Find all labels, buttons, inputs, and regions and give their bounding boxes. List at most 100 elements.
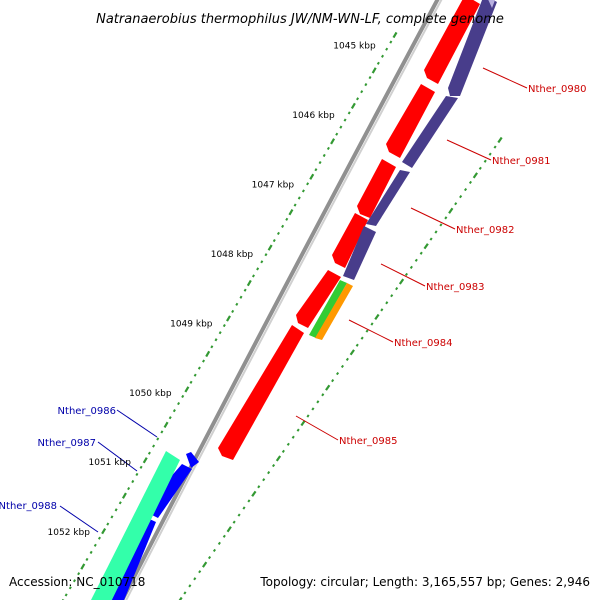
major-tick — [121, 492, 127, 499]
gene-label-nther-0984[interactable]: Nther_0984 — [394, 338, 452, 349]
major-tick — [423, 243, 429, 250]
major-tick — [101, 527, 107, 535]
inner-strand-genes — [343, 0, 497, 280]
major-tick — [349, 349, 355, 356]
major-tick — [205, 350, 211, 358]
genome-backbone — [119, 0, 440, 600]
major-tick — [251, 490, 257, 497]
inner-cds-0982[interactable] — [366, 170, 410, 226]
minor-tick — [156, 437, 160, 441]
minor-tick — [202, 359, 206, 363]
gene-nther-0981-arrow[interactable] — [386, 84, 435, 158]
major-tick — [288, 209, 294, 216]
major-tick — [246, 279, 252, 287]
minor-tick — [468, 180, 472, 185]
major-tick — [330, 138, 336, 145]
inner-cds-0981[interactable] — [402, 96, 458, 168]
minor-tick — [488, 152, 492, 156]
minor-tick — [314, 168, 318, 172]
minor-tick — [68, 586, 72, 590]
gene-nther-0984-arrow[interactable] — [296, 270, 341, 328]
major-tick — [300, 419, 306, 427]
minor-tick — [343, 118, 347, 122]
minor-tick — [198, 570, 202, 574]
minor-tick — [172, 409, 176, 413]
minor-tick — [85, 557, 89, 562]
minor-tick — [370, 322, 374, 326]
minor-tick — [395, 287, 399, 291]
gene-label-nther-0982[interactable]: Nther_0982 — [456, 225, 514, 236]
gene-labels: Nther_0980 Nther_0981 Nther_0982 Nther_0… — [0, 84, 586, 512]
minor-tick — [376, 61, 380, 65]
minor-tick — [347, 111, 351, 115]
kbp-label: 1045 kbp — [333, 41, 376, 51]
minor-tick — [356, 97, 360, 101]
minor-tick — [208, 555, 212, 560]
gene-label-nther-0983[interactable]: Nther_0983 — [426, 282, 484, 293]
minor-tick — [326, 146, 330, 150]
minor-tick — [360, 90, 364, 94]
minor-tick — [232, 520, 236, 524]
kbp-scale: 1045 kbp 1046 kbp 1047 kbp 1048 kbp 1049 kbp… — [48, 41, 376, 537]
minor-tick — [217, 541, 221, 545]
minor-tick — [286, 442, 290, 446]
inner-cds-0980[interactable] — [448, 0, 497, 96]
minor-tick — [210, 345, 214, 349]
minor-tick — [276, 231, 280, 236]
minor-tick — [409, 265, 413, 269]
rna-nther-0987-arrow[interactable] — [90, 451, 180, 600]
gene-label-lines — [59, 67, 528, 533]
minor-tick — [257, 485, 261, 489]
gene-nther-0982-arrow[interactable] — [357, 159, 396, 218]
major-tick — [163, 421, 169, 428]
minor-tick — [189, 380, 193, 384]
kbp-label: 1048 kbp — [211, 250, 254, 260]
gene-label-nther-0981[interactable]: Nther_0981 — [492, 156, 550, 167]
minor-tick — [256, 267, 260, 271]
minor-tick — [183, 591, 187, 595]
minor-tick — [93, 543, 97, 547]
minor-tick — [89, 550, 93, 554]
topology-text: Topology: circular; Length: 3,165,557 bp… — [259, 575, 590, 589]
minor-tick — [147, 451, 151, 455]
minor-tick — [281, 224, 285, 228]
minor-tick — [478, 166, 482, 170]
minor-tick — [459, 195, 463, 199]
minor-tick — [390, 294, 394, 298]
gene-nther-0983-arrow[interactable] — [332, 213, 368, 268]
major-tick — [371, 67, 377, 74]
minor-tick — [193, 373, 197, 377]
major-tick — [497, 136, 503, 144]
gene-label-nther-0988[interactable]: Nther_0988 — [0, 501, 57, 512]
inner-cds-0983[interactable] — [343, 226, 376, 280]
minor-tick — [365, 329, 369, 333]
gene-label-nther-0987[interactable]: Nther_0987 — [38, 438, 96, 449]
gene-label-nther-0980[interactable]: Nther_0980 — [528, 84, 586, 95]
minor-tick — [454, 202, 458, 206]
minor-tick — [385, 47, 389, 51]
minor-tick — [77, 572, 81, 576]
gene-nther-0980-arrow[interactable] — [424, 0, 480, 84]
minor-tick — [414, 258, 418, 262]
minor-tick — [168, 416, 172, 420]
minor-tick — [318, 160, 322, 165]
minor-tick — [114, 508, 118, 512]
minor-tick — [293, 203, 297, 207]
minor-tick — [131, 479, 135, 484]
major-tick — [226, 526, 232, 533]
gene-nther-0985-arrow[interactable] — [218, 325, 304, 460]
gene-nther-0986-arrow[interactable] — [186, 452, 199, 468]
minor-tick — [231, 309, 235, 313]
major-tick — [178, 596, 183, 600]
green-feature[interactable] — [309, 280, 347, 338]
gene-label-nther-0985[interactable]: Nther_0985 — [339, 436, 397, 447]
gene-label-nther-0986[interactable]: Nther_0986 — [58, 406, 116, 417]
minor-tick — [251, 274, 255, 278]
minor-tick — [110, 515, 114, 519]
major-tick — [448, 207, 454, 214]
minor-tick — [214, 338, 218, 342]
orange-feature[interactable] — [315, 283, 353, 340]
minor-tick — [404, 272, 408, 277]
major-tick — [142, 457, 148, 464]
minor-tick — [464, 187, 468, 192]
